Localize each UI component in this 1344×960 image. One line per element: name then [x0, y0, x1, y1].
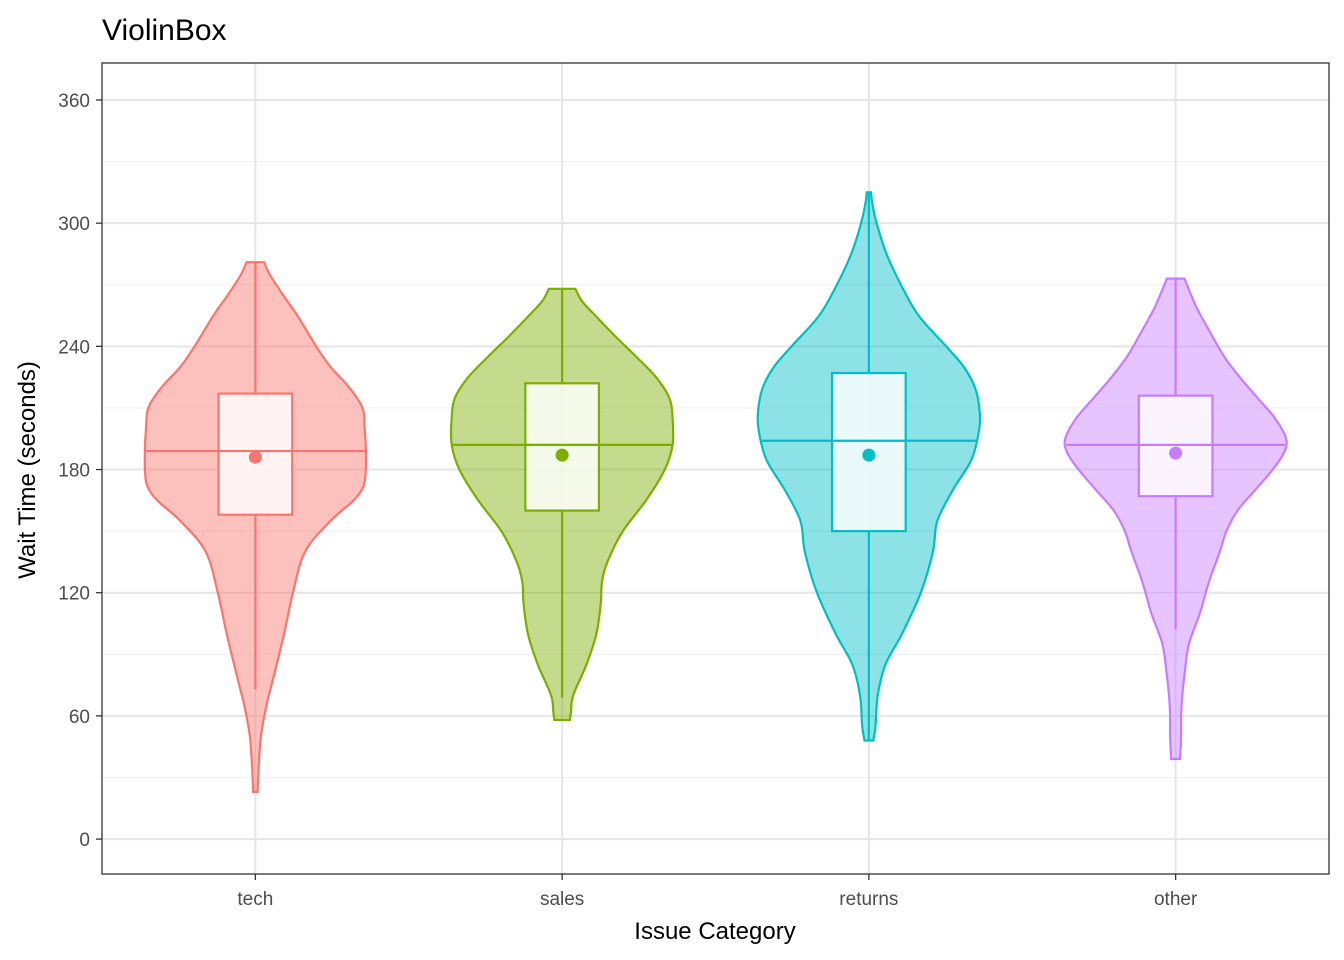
y-tick-label: 360	[58, 91, 90, 112]
x-axis-title: Issue Category	[634, 918, 795, 945]
violin-group-sales	[449, 287, 675, 722]
y-tick-label: 120	[58, 584, 90, 605]
y-tick-label: 60	[69, 707, 90, 728]
chart-title: ViolinBox	[102, 14, 227, 47]
box-sales	[524, 382, 601, 512]
y-axis-title: Wait Time (seconds)	[14, 361, 41, 579]
y-tick-label: 240	[58, 337, 90, 358]
y-tick-label: 300	[58, 214, 90, 235]
violin-group-tech	[143, 261, 368, 793]
y-tick-label: 180	[58, 461, 90, 482]
panel-border	[101, 62, 1330, 875]
mean-point	[1169, 446, 1183, 460]
violins	[143, 191, 1288, 793]
mean-point	[248, 450, 262, 464]
mean-point	[862, 448, 876, 462]
axes: 0 60 120 180 240 300 360 tech sales returns other	[58, 91, 1198, 910]
mean-point	[555, 448, 569, 462]
x-tick-label: sales	[540, 889, 584, 910]
violin-group-other	[1063, 277, 1288, 761]
y-tick-label: 0	[79, 830, 90, 851]
x-tick-label: other	[1154, 889, 1198, 910]
violin-group-returns	[756, 191, 982, 742]
box-tech	[217, 392, 294, 516]
x-tick-label: tech	[237, 889, 273, 910]
x-tick-label: returns	[839, 889, 898, 910]
